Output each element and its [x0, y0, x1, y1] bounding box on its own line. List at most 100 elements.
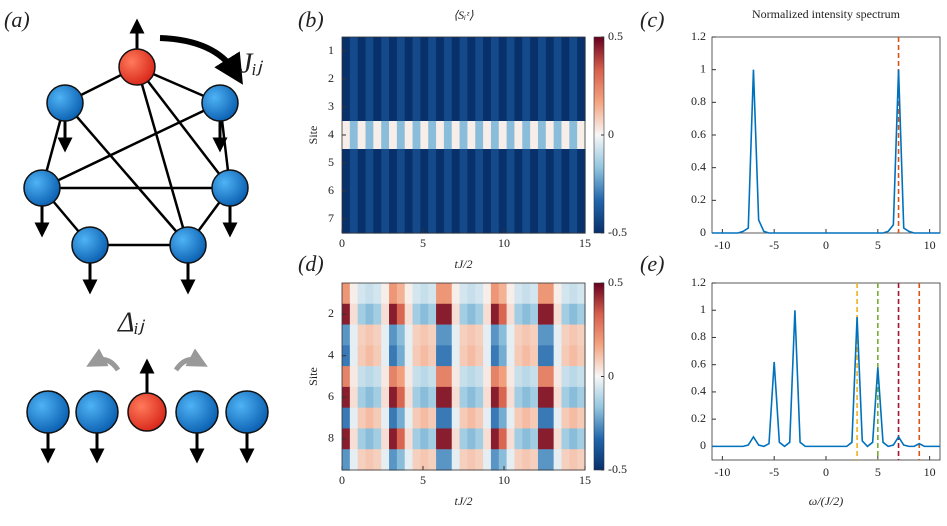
heatmap-cell	[498, 93, 508, 122]
heatmap-cell	[373, 283, 382, 305]
y-tick-label: 5	[328, 155, 334, 169]
heatmap-cell	[389, 324, 398, 346]
heatmap-cell	[459, 449, 469, 471]
heatmap-cell	[530, 283, 539, 305]
heatmap-cell	[357, 283, 367, 305]
colorbar-tick-label: -0.5	[608, 225, 627, 239]
x-axis-label: tJ/2	[455, 257, 473, 271]
heatmap-cell	[396, 366, 406, 388]
heatmap-cell	[412, 205, 421, 234]
heatmap-cell	[569, 428, 578, 450]
heatmap-cell	[342, 324, 351, 346]
y-tick-label: 1.2	[691, 275, 706, 289]
heatmap-cell	[373, 205, 382, 234]
heatmap-cell	[522, 366, 531, 388]
heatmap-cell	[349, 449, 359, 471]
heatmap-cell	[428, 386, 437, 409]
heatmap-cell	[357, 65, 367, 94]
heatmap-cell	[365, 177, 374, 206]
heatmap-cell	[553, 386, 563, 409]
heatmap-cell	[553, 283, 563, 305]
x-tick-label: 15	[579, 236, 591, 250]
heatmap-cell	[475, 93, 484, 122]
heatmap-cell	[490, 37, 500, 66]
heatmap-cell	[506, 65, 516, 94]
plot-frame	[711, 36, 941, 234]
heatmap-cell	[537, 205, 547, 234]
colorbar-tick-label: 0.5	[608, 275, 623, 289]
chart-title: Normalized intensity spectrum	[752, 7, 901, 21]
heatmap-cell	[530, 449, 539, 471]
heatmap-cell	[530, 366, 539, 388]
heatmap-cell	[365, 65, 374, 94]
heatmap-cell	[451, 149, 461, 178]
y-tick-label: 4	[328, 127, 334, 141]
heatmap-cell	[514, 303, 523, 326]
heatmap-cell	[545, 205, 555, 234]
heatmap-cell	[483, 177, 492, 206]
heatmap-cell	[404, 177, 414, 206]
y-tick-label: 0	[700, 225, 706, 239]
x-tick-label: 10	[924, 465, 936, 479]
heatmap-cell	[514, 121, 523, 150]
heatmap-cell	[475, 428, 484, 450]
heatmap-cell	[561, 121, 570, 150]
heatmap-cell	[389, 283, 398, 305]
heatmap-cell	[389, 407, 398, 430]
panel-label: (b)	[298, 7, 324, 32]
heatmap-cell	[443, 37, 453, 66]
heatmap-cell	[381, 428, 390, 450]
heatmap-cell	[553, 428, 563, 450]
heatmap-cell	[545, 428, 555, 450]
heatmap-cell	[428, 407, 437, 430]
heatmap-cell	[569, 65, 578, 94]
heatmap-cell	[373, 65, 382, 94]
heatmap-cell	[490, 93, 500, 122]
heatmap-cell	[396, 93, 406, 122]
x-tick-label: 10	[498, 473, 510, 487]
heatmap-cell	[459, 428, 469, 450]
line-series	[712, 69, 940, 234]
heatmap-cell	[381, 283, 390, 305]
heatmap-cell	[498, 177, 508, 206]
heatmap-cell	[569, 149, 578, 178]
heatmap-cell	[428, 93, 437, 122]
x-axis-label: ω/(J/2)	[809, 494, 843, 508]
heatmap-cell	[365, 449, 374, 471]
nodes	[23, 48, 249, 264]
heatmap-cell	[522, 93, 531, 122]
heatmap-cell	[545, 449, 555, 471]
heatmap-cell	[490, 428, 500, 450]
heatmap-cell	[373, 366, 382, 388]
heatmap-cell	[522, 205, 531, 234]
x-tick-label: 5	[420, 473, 426, 487]
heatmap-cell	[412, 303, 421, 326]
heatmap-cell	[357, 366, 367, 388]
heatmap-cell	[443, 366, 453, 388]
heatmap-cell	[342, 177, 351, 206]
heatmap-cell	[545, 37, 555, 66]
heatmap-cell	[561, 386, 570, 409]
heatmap-cell	[561, 345, 570, 367]
heatmap-cell	[404, 65, 414, 94]
heatmap-cell	[420, 324, 429, 346]
heatmap-cell	[428, 449, 437, 471]
heatmap-cell	[475, 324, 484, 346]
heatmap-cell	[373, 121, 382, 150]
heatmap-cell	[498, 205, 508, 234]
heatmap-cell	[412, 65, 421, 94]
heatmap-cell	[389, 303, 398, 326]
heatmap-cell	[357, 386, 367, 409]
y-tick-label: 1	[700, 61, 706, 75]
heatmap-cell	[451, 428, 461, 450]
heatmap-cell	[522, 386, 531, 409]
heatmap-cell	[396, 37, 406, 66]
heatmap-cell	[577, 177, 586, 206]
heatmap-cell	[420, 283, 429, 305]
heatmap-cell	[514, 149, 523, 178]
heatmap-cell	[577, 428, 586, 450]
heatmap-cell	[459, 177, 469, 206]
heatmap-cell	[451, 303, 461, 326]
heatmap-cell	[396, 65, 406, 94]
